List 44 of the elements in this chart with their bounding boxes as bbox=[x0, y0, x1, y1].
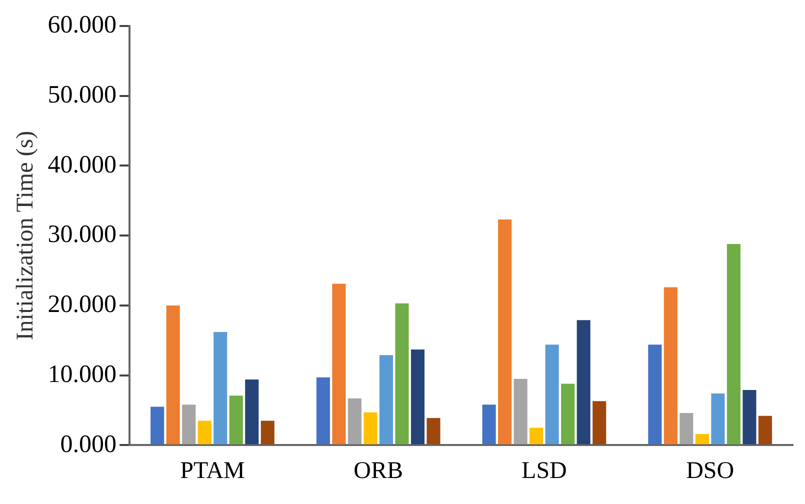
bar bbox=[482, 404, 496, 444]
bar bbox=[150, 406, 164, 444]
bar bbox=[592, 401, 606, 444]
bar bbox=[545, 344, 559, 444]
bar bbox=[726, 244, 740, 444]
bar bbox=[198, 420, 212, 444]
y-tick-label: 30.000 bbox=[48, 221, 117, 248]
bar bbox=[229, 396, 243, 444]
bar bbox=[316, 377, 330, 444]
bar bbox=[561, 384, 575, 444]
bar bbox=[695, 434, 709, 444]
bar bbox=[664, 287, 678, 444]
bar bbox=[348, 398, 362, 444]
x-tick-label: DSO bbox=[686, 458, 734, 484]
bar bbox=[426, 418, 440, 444]
bar bbox=[395, 303, 409, 444]
bar bbox=[514, 378, 528, 444]
bar bbox=[680, 413, 694, 444]
x-tick-label: LSD bbox=[522, 458, 567, 484]
bar bbox=[711, 394, 725, 444]
bar bbox=[182, 404, 196, 444]
bar bbox=[410, 349, 425, 444]
bar bbox=[758, 416, 772, 444]
bar bbox=[332, 284, 346, 444]
y-tick-label: 10.000 bbox=[48, 360, 117, 388]
bar bbox=[379, 355, 393, 444]
bar bbox=[742, 390, 756, 444]
bar bbox=[364, 412, 378, 444]
bar bbox=[214, 332, 228, 444]
bar bbox=[530, 428, 544, 444]
bar bbox=[260, 420, 274, 444]
bar bbox=[166, 305, 180, 444]
bar bbox=[576, 320, 590, 444]
y-tick-label: 50.000 bbox=[48, 81, 117, 108]
x-tick-label: ORB bbox=[354, 458, 404, 484]
bar bbox=[498, 220, 512, 444]
y-tick-label: 20.000 bbox=[48, 291, 117, 318]
bar bbox=[245, 380, 259, 444]
y-tick-label: 0.000 bbox=[60, 430, 117, 458]
bar bbox=[648, 344, 662, 444]
y-axis-title: Initialization Time (s) bbox=[12, 130, 39, 340]
x-tick-label: PTAM bbox=[180, 458, 245, 484]
y-tick-label: 60.000 bbox=[48, 12, 117, 39]
y-tick-label: 40.000 bbox=[48, 151, 117, 178]
